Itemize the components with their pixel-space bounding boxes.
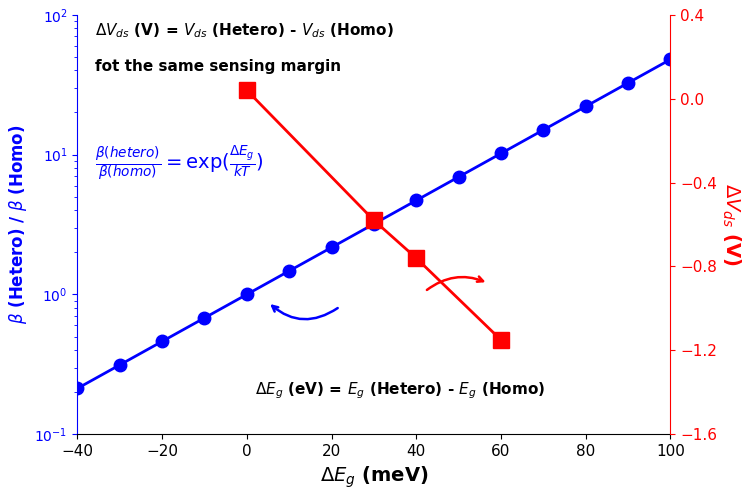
Text: $\Delta V_{ds}$ (V) = $V_{ds}$ (Hetero) - $V_{ds}$ (Homo): $\Delta V_{ds}$ (V) = $V_{ds}$ (Hetero) … (95, 21, 394, 40)
Y-axis label: $\beta$ (Hetero) / $\beta$ (Homo): $\beta$ (Hetero) / $\beta$ (Homo) (7, 125, 29, 324)
Y-axis label: $\Delta V_{ds}$ (V): $\Delta V_{ds}$ (V) (720, 183, 742, 266)
Text: $\frac{\beta(hetero)}{\beta(homo)} = \exp(\frac{\Delta E_g}{kT})$: $\frac{\beta(hetero)}{\beta(homo)} = \ex… (95, 145, 264, 183)
X-axis label: $\Delta E_g$ (meV): $\Delta E_g$ (meV) (320, 465, 428, 490)
Text: $\Delta E_g$ (eV) = $E_g$ (Hetero) - $E_g$ (Homo): $\Delta E_g$ (eV) = $E_g$ (Hetero) - $E_… (255, 380, 545, 401)
Text: fot the same sensing margin: fot the same sensing margin (95, 59, 342, 74)
